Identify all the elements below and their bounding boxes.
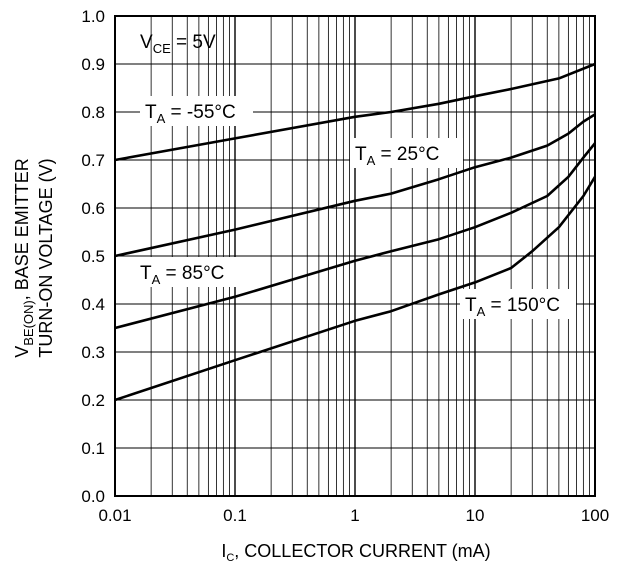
y-tick-label: 0.3 bbox=[81, 343, 105, 362]
series-line-2 bbox=[114, 113, 596, 258]
series-label-bg bbox=[135, 257, 238, 287]
y-tick-label: 0.2 bbox=[81, 391, 105, 410]
x-tick-label: 10 bbox=[466, 506, 485, 525]
x-tick-label: 100 bbox=[581, 506, 609, 525]
series-label-bg bbox=[460, 289, 576, 319]
series-line-1 bbox=[114, 62, 596, 162]
series-label-bg bbox=[140, 96, 253, 126]
y-axis-label-line1: VBE(ON), BASE EMITTER bbox=[12, 158, 36, 358]
y-tick-label: 0.6 bbox=[81, 199, 105, 218]
tick-labels: 0.0 0.1 0.2 0.3 0.4 0.5 0.6 0.7 0.8 0.9 1.0 0.01 0.1… bbox=[81, 7, 609, 525]
y-tick-label: 0.5 bbox=[81, 247, 105, 266]
series-lines bbox=[114, 62, 597, 402]
x-axis-label: IC, COLLECTOR CURRENT (mA) bbox=[221, 541, 490, 564]
y-axis-label: VBE(ON), BASE EMITTER TURN-ON VOLTAGE (V… bbox=[12, 158, 56, 358]
y-tick-label: 0.1 bbox=[81, 439, 105, 458]
condition-label: VCE = 5V bbox=[140, 32, 216, 56]
x-tick-label: 0.01 bbox=[98, 506, 131, 525]
series-line-3 bbox=[114, 142, 597, 330]
y-tick-label: 0.8 bbox=[81, 103, 105, 122]
series-label-4: TA = 150°C bbox=[465, 295, 560, 319]
y-tick-label: 0.0 bbox=[81, 487, 105, 506]
y-tick-label: 0.7 bbox=[81, 151, 105, 170]
series-label-bg bbox=[350, 138, 463, 168]
series-label-3: TA = 85°C bbox=[140, 263, 224, 287]
x-tick-label: 1 bbox=[350, 506, 359, 525]
series-line-4 bbox=[114, 176, 597, 402]
y-tick-label: 0.4 bbox=[81, 295, 105, 314]
grid bbox=[114, 15, 596, 497]
y-tick-label: 1.0 bbox=[81, 7, 105, 26]
series-label-2: TA = 25°C bbox=[355, 144, 439, 168]
y-tick-label: 0.9 bbox=[81, 55, 105, 74]
x-tick-label: 0.1 bbox=[223, 506, 247, 525]
series-labels: TA = -55°C TA = 25°C TA = 85°C TA = 150°C bbox=[135, 96, 576, 319]
plot-frame bbox=[114, 15, 596, 497]
series-label-1: TA = -55°C bbox=[145, 102, 236, 126]
y-axis-label-line2: TURN-ON VOLTAGE (V) bbox=[36, 158, 56, 357]
